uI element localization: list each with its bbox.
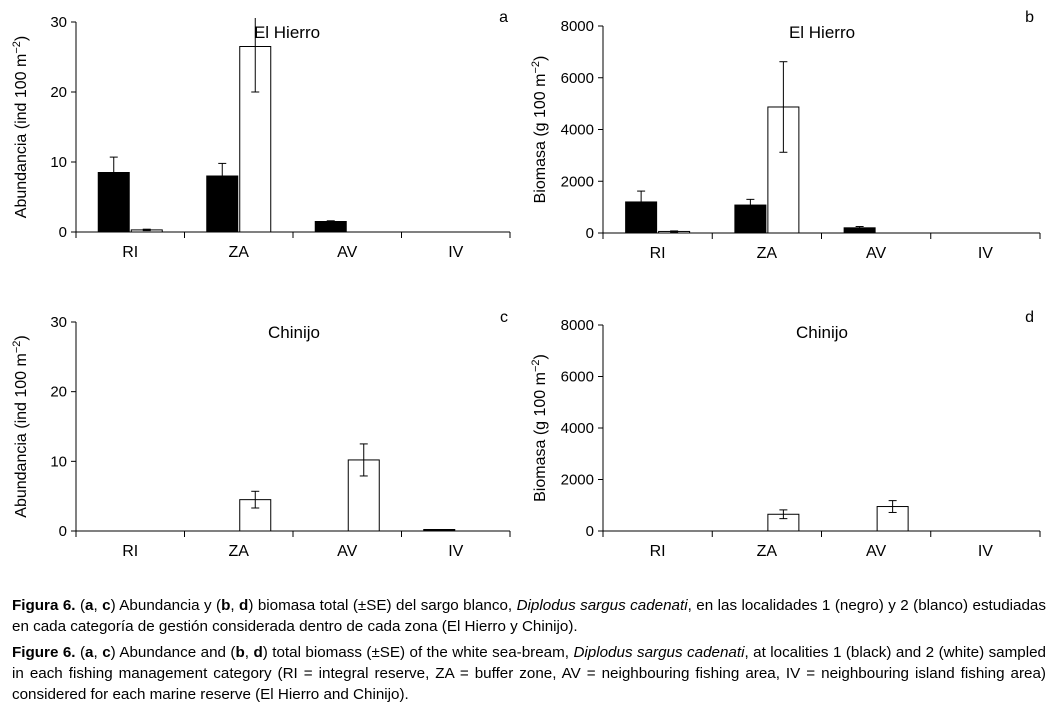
y-tick-label-b-3: 6000 (561, 70, 594, 87)
x-tick-label-c-za: ZA (229, 543, 250, 560)
caption-en-c: c (102, 644, 111, 661)
x-tick-label-d-iv: IV (978, 543, 993, 560)
y-tick-label-a-3: 30 (50, 14, 67, 31)
x-tick-label-c-iv: IV (448, 543, 463, 560)
caption-en-b: b (235, 644, 245, 661)
caption-es-t5: ) biomasa total (±SE) del sargo blanco, (248, 597, 517, 614)
x-tick-label-d-za: ZA (757, 543, 778, 560)
bar-a-series1-av (314, 221, 347, 233)
x-tick-label-a-ri: RI (122, 244, 138, 261)
x-tick-label-a-iv: IV (448, 244, 463, 261)
x-tick-label-a-za: ZA (229, 244, 250, 261)
caption-en-a: a (85, 644, 94, 661)
chart-title-c: Chinijo (268, 323, 320, 342)
y-tick-label-c-1: 10 (50, 453, 67, 470)
y-tick-label-b-2: 4000 (561, 122, 594, 139)
y-axis-label-b: Biomasa (g 100 m−2) (530, 56, 549, 204)
y-tick-label-d-1: 2000 (561, 472, 594, 489)
chart-title-a: El Hierro (254, 23, 320, 42)
caption-es-t3: ) Abundancia y ( (110, 597, 222, 614)
caption-es-d: d (239, 597, 249, 614)
caption-es-a: a (85, 597, 94, 614)
caption-es-species: Diplodus sargus cadenati (516, 597, 688, 614)
figure-charts: 0 10 20 30 RI ZA AV IV El Hierro a Abundancia (ind… (11, 9, 1041, 560)
bar-c-series1-iv (423, 529, 456, 532)
panel-letter-b: b (1025, 9, 1034, 26)
y-tick-label-a-0: 0 (59, 224, 67, 241)
x-tick-label-b-iv: IV (978, 245, 993, 262)
x-tick-label-a-av: AV (337, 244, 357, 261)
caption-en-d: d (253, 644, 263, 661)
y-tick-label-b-4: 8000 (561, 18, 594, 35)
y-axis-label-c: Abundancia (ind 100 m−2) (11, 335, 30, 517)
caption-en-t4: , (244, 644, 254, 661)
panel-letter-c: c (500, 309, 508, 326)
caption-en-t3: ) Abundance and ( (110, 644, 236, 661)
panel-letter-d: d (1025, 309, 1034, 326)
caption-es-t1: ( (75, 597, 86, 614)
caption-spanish: Figura 6. (a, c) Abundancia y (b, d) bio… (12, 595, 1046, 637)
y-tick-label-a-2: 20 (50, 84, 67, 101)
y-axis-label-d: Biomasa (g 100 m−2) (530, 354, 549, 502)
x-tick-label-c-ri: RI (122, 543, 138, 560)
caption-en-t6: , at localities 1 (black) and 2 (white) … (12, 644, 1046, 703)
y-tick-label-b-1: 2000 (561, 173, 594, 190)
caption-en-t5: ) total biomass (±SE) of the white sea-b… (262, 644, 574, 661)
y-tick-label-c-2: 20 (50, 384, 67, 401)
y-tick-label-d-2: 4000 (561, 420, 594, 437)
caption-es-c: c (102, 597, 111, 614)
y-tick-label-d-0: 0 (586, 523, 594, 540)
caption-es-t6: , en las localidades 1 (negro) y 2 (blan… (12, 597, 1046, 635)
caption-en-label: Figure 6. (12, 644, 76, 661)
y-tick-label-a-1: 10 (50, 154, 67, 171)
caption-en-t1: ( (75, 644, 86, 661)
x-tick-label-d-av: AV (866, 543, 886, 560)
x-tick-label-d-ri: RI (650, 543, 666, 560)
panel-letter-a: a (499, 9, 508, 26)
y-tick-label-c-0: 0 (59, 523, 67, 540)
caption-en-species: Diplodus sargus cadenati (573, 644, 745, 661)
y-tick-label-b-0: 0 (586, 225, 594, 242)
caption-es-label: Figura 6. (12, 597, 76, 614)
caption-en-t2: , (93, 644, 103, 661)
y-tick-label-d-4: 8000 (561, 317, 594, 334)
caption-es-t2: , (93, 597, 103, 614)
y-tick-label-c-3: 30 (50, 314, 67, 331)
x-tick-label-b-av: AV (866, 245, 886, 262)
caption-es-t4: , (230, 597, 240, 614)
chart-title-d: Chinijo (796, 323, 848, 342)
chart-title-b: El Hierro (789, 23, 855, 42)
x-tick-label-b-za: ZA (757, 245, 778, 262)
caption-es-b: b (221, 597, 231, 614)
y-axis-label-a: Abundancia (ind 100 m−2) (11, 36, 30, 218)
y-tick-label-d-3: 6000 (561, 369, 594, 386)
x-tick-label-c-av: AV (337, 543, 357, 560)
x-tick-label-b-ri: RI (650, 245, 666, 262)
caption-english: Figure 6. (a, c) Abundance and (b, d) to… (12, 642, 1046, 705)
